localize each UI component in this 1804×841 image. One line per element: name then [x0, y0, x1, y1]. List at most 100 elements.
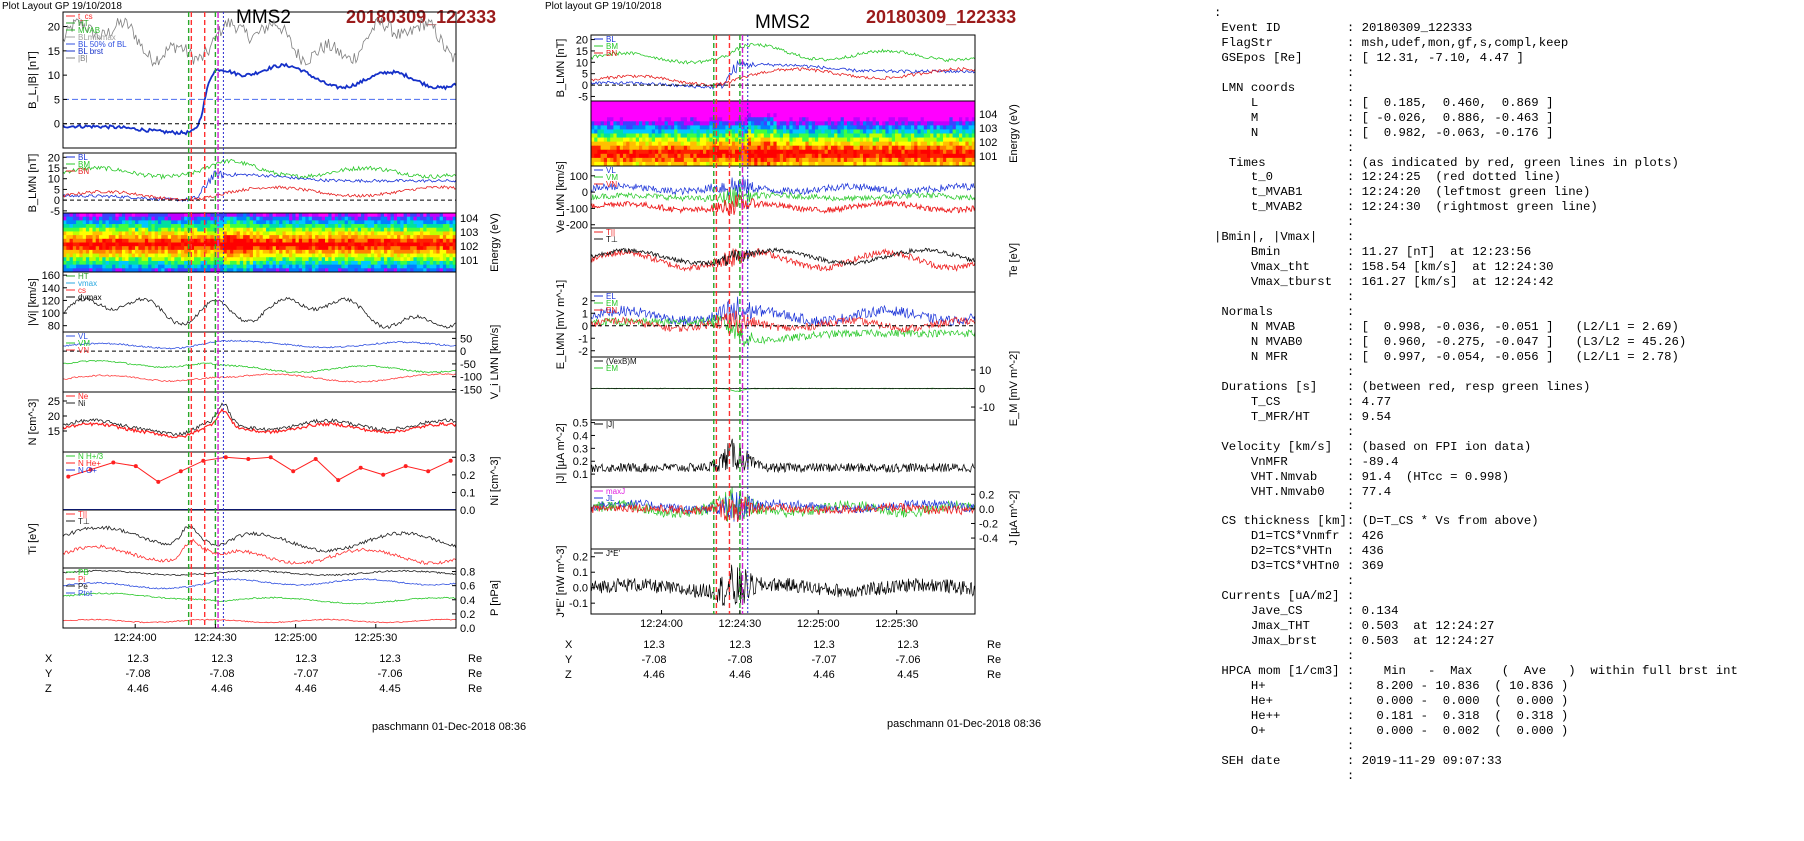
spectrogram-cell [233, 224, 237, 229]
spectrogram-cell [302, 246, 306, 251]
spectrogram-cell [112, 231, 116, 236]
spectrogram-cell [190, 242, 195, 247]
spectrogram-cell [805, 161, 809, 167]
spectrogram-cell [683, 153, 688, 159]
spectrogram-cell [413, 253, 418, 258]
spectrogram-cell [927, 117, 931, 122]
spectrogram-cell [661, 121, 665, 126]
spectrogram-cell [99, 216, 103, 221]
spectrogram-cell [955, 105, 960, 110]
spectrogram-cell [266, 235, 270, 240]
spectrogram-cell [667, 149, 672, 155]
spectrogram-cell [677, 149, 681, 155]
spectrogram-cell [298, 257, 303, 262]
spectrogram-cell [131, 268, 136, 273]
spectrogram-cell [292, 249, 296, 254]
spectrogram-cell [799, 157, 803, 163]
spectrogram-cell [939, 113, 944, 118]
spectrogram-cell [968, 129, 973, 134]
spectrogram-cell [827, 137, 832, 143]
spectrogram-cell [328, 220, 332, 225]
spectrogram-cell [102, 246, 106, 251]
spectrogram-cell [927, 161, 931, 167]
spectrogram-cell [99, 260, 103, 266]
spectrogram-cell [632, 101, 637, 106]
spectrogram-cell [364, 257, 368, 262]
spectrogram-cell [426, 231, 431, 236]
spectrogram-cell [226, 238, 231, 243]
spectrogram-cell [69, 235, 74, 240]
spectrogram-cell [157, 260, 162, 266]
spectrogram-cell [442, 260, 447, 266]
spectrogram-cell [792, 129, 797, 134]
spectrogram-cell [661, 161, 665, 167]
spectrogram-cell [779, 121, 784, 126]
spectrogram-cell [904, 125, 909, 130]
spectrogram-cell [923, 113, 928, 118]
spectrogram-cell [635, 149, 640, 155]
spectrogram-cell [194, 216, 198, 221]
spectrogram-cell [164, 264, 169, 269]
spectrogram-cell [423, 224, 427, 229]
spectrogram-cell [325, 253, 329, 258]
spectrogram-cell [92, 220, 97, 225]
spectrogram-cell [128, 257, 133, 262]
spectrogram-cell [433, 257, 437, 262]
spectrogram-cell [128, 224, 133, 229]
spectrogram-cell [680, 161, 685, 167]
spectrogram-cell [783, 109, 787, 114]
spectrogram-cell [282, 242, 287, 247]
spectrogram-cell [380, 235, 385, 240]
spectrogram-cell [687, 101, 691, 106]
spectrogram-cell [374, 264, 378, 269]
spectrogram-cell [645, 109, 649, 114]
spectrogram-cell [815, 141, 819, 147]
spectrogram-cell [863, 125, 867, 130]
spectrogram-cell [911, 157, 915, 163]
spectrogram-cell [439, 227, 444, 232]
spectrogram-cell [703, 161, 707, 167]
spectrogram-cell [128, 238, 133, 243]
spectrogram-cell [171, 249, 175, 254]
spectrogram-cell [406, 246, 411, 251]
spectrogram-cell [949, 105, 953, 110]
spectrogram-cell [667, 137, 672, 143]
spectrogram-cell [619, 121, 624, 126]
spectrogram-cell [148, 264, 152, 269]
spectrogram-cell [610, 133, 614, 138]
spectrogram-cell [757, 149, 761, 155]
spectrogram-cell [706, 121, 710, 126]
spectrogram-cell [433, 220, 437, 225]
spectrogram-cell [367, 246, 372, 251]
spectrogram-cell [875, 129, 880, 134]
spectrogram-cell [275, 264, 280, 269]
spectrogram-cell [76, 257, 80, 262]
spectrogram-cell [184, 260, 188, 266]
spectrogram-cell [885, 117, 889, 122]
spectrogram-cell [715, 137, 720, 143]
spectrogram-cell [911, 117, 915, 122]
spectrogram-cell [703, 101, 707, 106]
spectrogram-cell [72, 238, 77, 243]
spectrogram-cell [334, 235, 339, 240]
bl-line [62, 62, 457, 136]
spectrogram-cell [266, 246, 270, 251]
spectrogram-cell [674, 161, 678, 167]
spectrogram-cell [754, 133, 758, 138]
spectrogram-cell [895, 149, 899, 155]
spectrogram-cell [292, 238, 296, 243]
spectrogram-cell [413, 213, 418, 218]
spectrogram-cell [594, 121, 598, 126]
spectrogram-cell [374, 257, 378, 262]
spectrogram-cell [148, 246, 152, 251]
spectrogram-cell [904, 121, 909, 126]
spectrogram-cell [131, 246, 136, 251]
coord-value: 12.3 [211, 653, 232, 665]
spectrogram-cell [661, 101, 665, 106]
spectrogram-cell [259, 238, 264, 243]
spectrogram-cell [161, 253, 165, 258]
spectrogram-cell [334, 264, 339, 269]
spectrogram-cell [767, 105, 771, 110]
he-plus-point [156, 479, 161, 484]
spectrogram-cell [341, 264, 346, 269]
